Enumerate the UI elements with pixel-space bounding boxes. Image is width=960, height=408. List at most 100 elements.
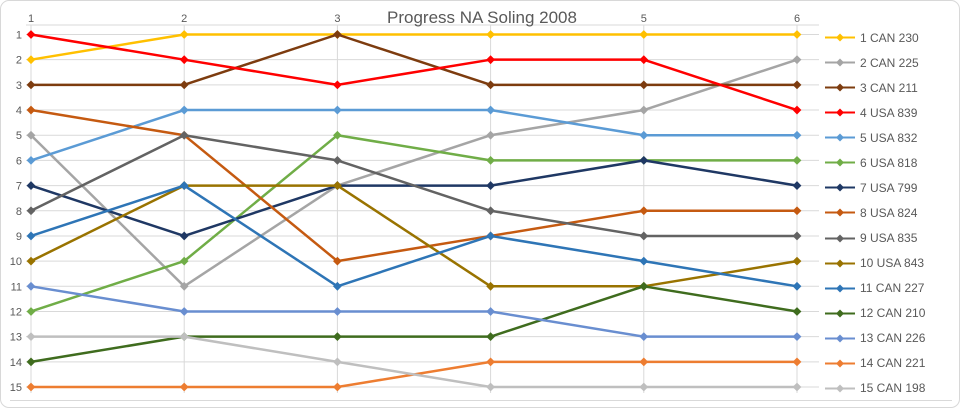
series-line-8	[29, 108, 799, 263]
series-marker-14	[26, 382, 36, 392]
series-marker-9	[333, 156, 342, 165]
series-marker-11	[792, 281, 802, 291]
series-marker-10	[26, 256, 36, 266]
series-marker-1	[639, 30, 649, 39]
series-marker-12	[333, 332, 342, 342]
x-tick-label: 1	[28, 13, 34, 25]
series-marker-5	[179, 105, 189, 115]
series-marker-13	[792, 332, 802, 342]
series-marker-13	[179, 307, 189, 316]
series-marker-4	[486, 55, 495, 65]
legend-swatch	[825, 359, 855, 368]
legend-item-13: 13 CAN 226	[825, 326, 925, 351]
y-tick-label: 1	[16, 30, 22, 42]
legend-swatch	[825, 58, 855, 67]
series-line-15	[29, 335, 799, 389]
series-marker-5	[26, 156, 36, 165]
series-marker-10	[486, 281, 495, 291]
series-marker-2	[486, 130, 495, 140]
series-marker-15	[486, 382, 495, 392]
series-line-2	[29, 58, 799, 288]
series-marker-11	[333, 281, 342, 291]
chart-title: Progress NA Soling 2008	[387, 8, 577, 27]
series-marker-3	[26, 80, 36, 90]
series-marker-1	[486, 30, 495, 39]
y-tick-label: 11	[11, 281, 22, 293]
series-marker-2	[639, 105, 649, 115]
series-marker-5	[792, 130, 802, 140]
series-marker-9	[639, 231, 649, 241]
series-marker-15	[792, 382, 802, 392]
series-line-1	[29, 33, 799, 61]
series-marker-14	[179, 382, 189, 392]
series-line-13	[29, 285, 799, 338]
series-line-4	[29, 33, 799, 112]
legend-label: 9 USA 835	[860, 231, 918, 246]
series-marker-7	[179, 231, 189, 241]
series-marker-7	[639, 156, 649, 165]
series-marker-3	[639, 80, 649, 90]
series-marker-11	[486, 231, 495, 241]
legend-label: 14 CAN 221	[860, 356, 926, 371]
legend-label: 7 USA 799	[860, 180, 918, 195]
legend-label: 12 CAN 210	[860, 306, 926, 321]
series-marker-4	[179, 55, 189, 65]
y-tick-label: 6	[16, 155, 22, 167]
x-tick-label: 2	[181, 13, 187, 25]
y-tick-label: 2	[16, 55, 22, 67]
legend-item-2: 2 CAN 225	[825, 50, 925, 75]
series-line-3	[29, 33, 799, 87]
series-marker-6	[333, 130, 342, 140]
legend-label: 13 CAN 226	[860, 331, 926, 346]
series-marker-1	[26, 55, 36, 65]
legend-item-8: 8 USA 824	[825, 200, 925, 225]
series-marker-3	[179, 80, 189, 90]
series-marker-9	[486, 206, 495, 216]
series-marker-13	[486, 307, 495, 316]
legend-swatch	[825, 108, 855, 117]
series-marker-7	[26, 181, 36, 190]
series-marker-13	[26, 281, 36, 291]
series-marker-11	[179, 181, 189, 190]
legend-swatch	[825, 284, 855, 293]
series-marker-5	[486, 105, 495, 115]
legend-item-9: 9 USA 835	[825, 226, 925, 251]
legend-item-4: 4 USA 839	[825, 100, 925, 125]
series-marker-7	[486, 181, 495, 190]
legend-item-10: 10 USA 843	[825, 251, 925, 276]
legend-item-6: 6 USA 818	[825, 150, 925, 175]
legend-swatch	[825, 208, 855, 217]
series-marker-6	[792, 156, 802, 165]
legend-label: 11 CAN 227	[860, 281, 925, 296]
legend-label: 3 CAN 211	[860, 80, 918, 95]
legend-swatch	[825, 259, 855, 268]
series-marker-14	[792, 357, 802, 367]
series-marker-9	[179, 130, 189, 140]
series-marker-12	[639, 281, 649, 291]
series-marker-6	[179, 256, 189, 266]
y-tick-label: 14	[10, 357, 22, 369]
series-line-12	[29, 285, 799, 364]
series-marker-12	[792, 307, 802, 316]
legend-item-12: 12 CAN 210	[825, 301, 925, 326]
legend-label: 4 USA 839	[860, 105, 918, 120]
legend-item-11: 11 CAN 227	[825, 276, 925, 301]
legend-item-5: 5 USA 832	[825, 125, 925, 150]
series-marker-4	[639, 55, 649, 65]
series-marker-3	[333, 30, 342, 39]
series-marker-6	[26, 307, 36, 316]
x-tick-label: 3	[334, 13, 340, 25]
series-marker-15	[179, 332, 189, 342]
x-tick-label: 6	[794, 13, 800, 25]
legend-item-7: 7 USA 799	[825, 175, 925, 200]
legend-swatch	[825, 309, 855, 318]
legend-label: 10 USA 843	[860, 256, 925, 271]
y-tick-label: 12	[10, 306, 22, 318]
y-tick-label: 9	[16, 231, 22, 243]
series-marker-12	[26, 357, 36, 367]
legend-swatch	[825, 334, 855, 343]
series-line-9	[29, 133, 799, 238]
series-marker-14	[333, 382, 342, 392]
